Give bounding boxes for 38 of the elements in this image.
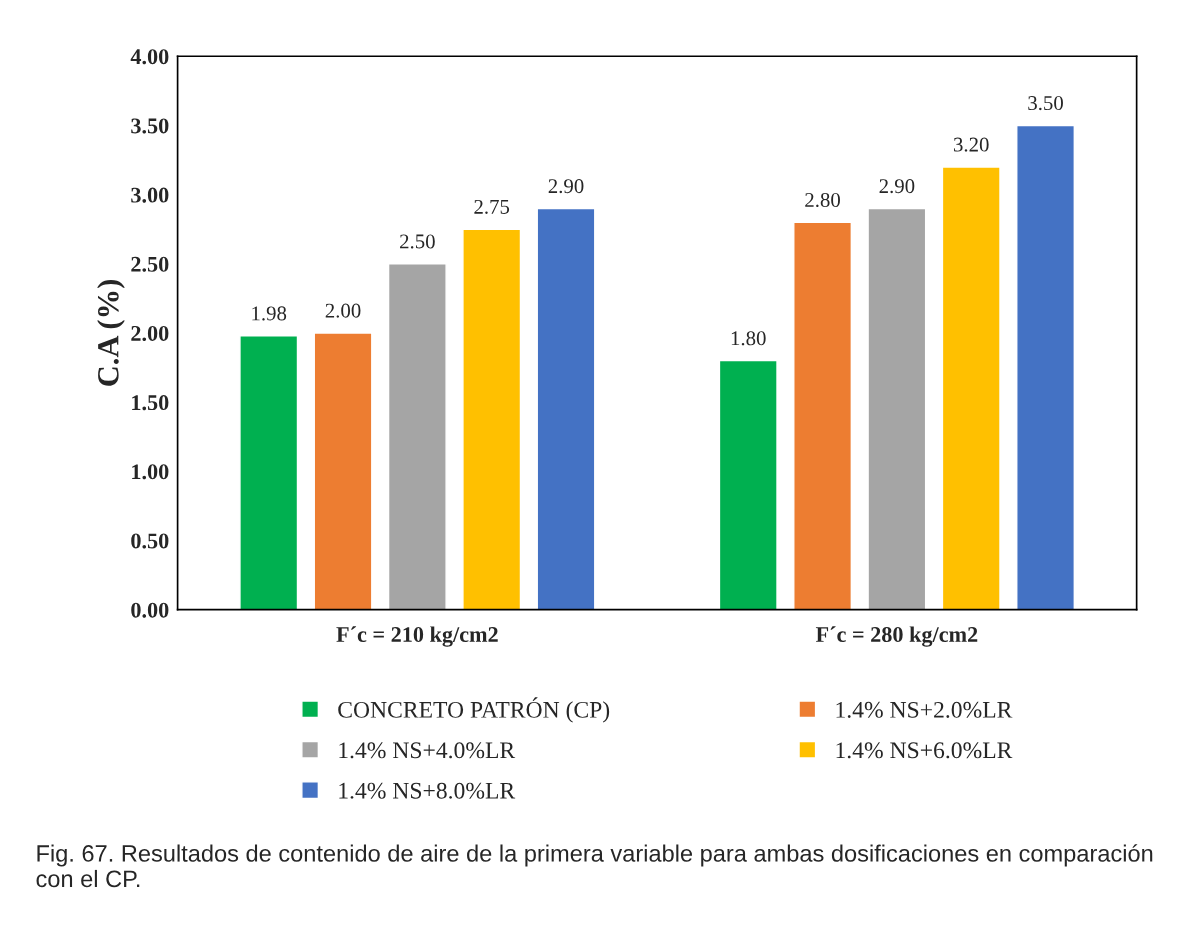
- y-tick-label: 1.50: [132, 395, 169, 411]
- y-tick-label: 4.00: [130, 49, 169, 65]
- bar: [239, 335, 299, 610]
- legend-label: 1.4% NS+6.0%LR: [836, 742, 1013, 759]
- legend-label: CONCRETO PATRÓN (CP): [338, 697, 610, 723]
- bar: [793, 221, 853, 610]
- bar: [718, 359, 778, 610]
- data-label: 2.90: [879, 179, 915, 194]
- legend-label: 1.4% NS+8.0%LR: [339, 782, 516, 799]
- data-label: 1.80: [731, 331, 766, 346]
- legend-label: 1.4% NS+4.0%LR: [339, 742, 516, 759]
- y-tick-label: 3.50: [131, 118, 169, 134]
- data-label: 3.50: [1028, 96, 1063, 111]
- caption: Fig. 67. Resultados de contenido de aire de la primera variable para ambas dosificaciones en comparación con el CP.: [36, 844, 1153, 888]
- data-label: 2.90: [548, 179, 584, 194]
- y-tick-label: 3.00: [131, 187, 169, 203]
- bar: [941, 166, 1001, 610]
- bar: [867, 207, 927, 610]
- y-tick-label: 1.00: [132, 464, 169, 480]
- data-label: 2.00: [325, 303, 361, 318]
- y-tick-label: 2.00: [131, 325, 169, 342]
- y-axis-title: C.A (%): [97, 280, 125, 386]
- data-label: 3.20: [953, 137, 989, 152]
- y-tick-label: 2.50: [131, 256, 169, 272]
- data-label: 2.75: [474, 199, 510, 214]
- bar: [313, 332, 373, 610]
- x-tick-label: F´c = 280 kg/cm2: [815, 626, 978, 647]
- bar: [536, 207, 596, 610]
- data-label: 2.50: [400, 234, 435, 249]
- data-label: 1.98: [252, 306, 287, 321]
- bar: [462, 228, 522, 610]
- bar: [387, 263, 447, 610]
- data-label: 2.80: [805, 192, 840, 208]
- bar: [1016, 124, 1075, 610]
- y-tick-label: 0.50: [131, 533, 169, 549]
- y-tick-label: 0.00: [131, 602, 169, 618]
- legend-label: 1.4% NS+2.0%LR: [836, 701, 1013, 718]
- x-tick-label: F´c = 210 kg/cm2: [336, 626, 498, 647]
